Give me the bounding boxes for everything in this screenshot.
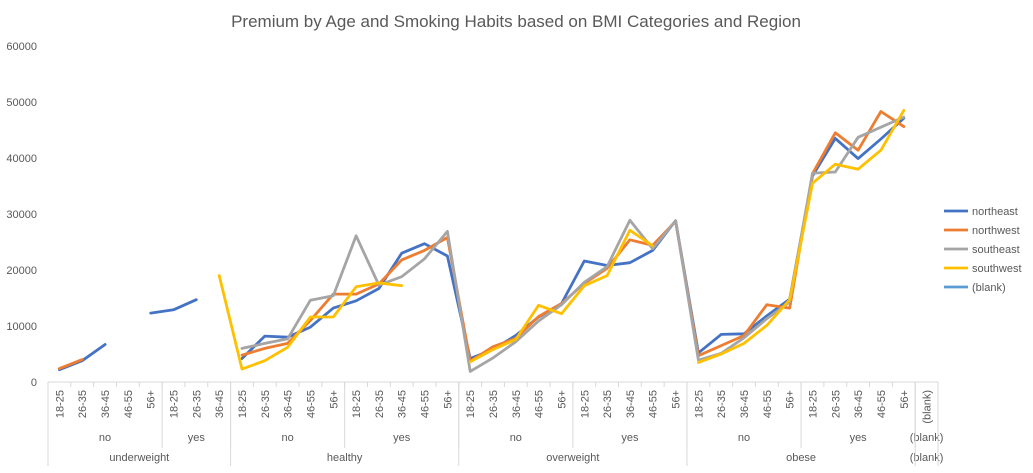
x-tick-label: 36-45 — [214, 390, 226, 418]
x-tick-label: 26-35 — [77, 390, 89, 418]
x-tick-label: 36-45 — [625, 390, 637, 418]
x-tick-label: 36-45 — [397, 390, 409, 418]
x-tick-label: 36-45 — [100, 390, 112, 418]
x-tick-label: 56+ — [328, 390, 340, 409]
legend-entry: northwest — [972, 225, 1020, 237]
smoker-group-label: yes — [188, 432, 206, 444]
x-tick-label: 26-35 — [830, 390, 842, 418]
x-tick-label: 36-45 — [511, 390, 523, 418]
series-line — [468, 228, 655, 364]
x-tick-label: 18-25 — [465, 390, 477, 418]
x-tick-label: 26-35 — [602, 390, 614, 418]
x-tick-label: 26-35 — [716, 390, 728, 418]
x-tick-label: 26-35 — [260, 390, 272, 418]
x-tick-label: 46-55 — [648, 390, 660, 418]
series-layer — [58, 109, 906, 373]
x-tick-label: 46-55 — [305, 390, 317, 418]
x-tick-label: 18-25 — [807, 390, 819, 418]
series-line — [217, 274, 404, 371]
y-tick-label: 30000 — [6, 209, 37, 221]
series-line — [58, 358, 84, 371]
x-tick-label: 46-55 — [762, 390, 774, 418]
chart-title: Premium by Age and Smoking Habits based … — [231, 12, 801, 31]
smoker-group-label: yes — [621, 432, 639, 444]
smoker-group-label: no — [738, 432, 750, 444]
x-tick-label: 46-55 — [123, 390, 135, 418]
bmi-group-label: underweight — [109, 452, 169, 464]
x-tick-label: 46-55 — [420, 390, 432, 418]
x-tick-label: 56+ — [785, 390, 797, 409]
smoker-group-label: no — [510, 432, 522, 444]
legend-entry: southwest — [972, 263, 1022, 275]
series-line — [697, 109, 906, 364]
x-tick-label: 18-25 — [351, 390, 363, 418]
smoker-group-label: no — [99, 432, 111, 444]
x-tick-label: 18-25 — [579, 390, 591, 418]
x-tick-label: 36-45 — [739, 390, 751, 418]
x-tick-label: 18-25 — [169, 390, 181, 418]
x-tick-label: 56+ — [899, 390, 911, 409]
x-tick-label: 26-35 — [191, 390, 203, 418]
bmi-group-label: obese — [786, 452, 816, 464]
x-tick-label: 18-25 — [237, 390, 249, 418]
x-tick-label: 26-35 — [374, 390, 386, 418]
x-tick-label: 36-45 — [283, 390, 295, 418]
series-line — [149, 298, 198, 315]
legend: northeast northwest southeast southwest (bla… — [944, 206, 1022, 294]
y-axis: 0 10000 20000 30000 40000 50000 60000 — [6, 41, 37, 389]
x-tick-label: 18-25 — [693, 390, 705, 418]
legend-entry: northeast — [972, 206, 1018, 218]
y-tick-label: 60000 — [6, 41, 37, 53]
x-tick-label: (blank) — [922, 390, 934, 424]
y-tick-label: 40000 — [6, 153, 37, 165]
legend-entry: (blank) — [972, 282, 1006, 294]
legend-entry: southeast — [972, 244, 1020, 256]
smoker-group-label: yes — [393, 432, 411, 444]
y-tick-label: 20000 — [6, 265, 37, 277]
y-tick-label: 0 — [31, 377, 37, 389]
x-tick-label: 56+ — [671, 390, 683, 409]
x-tick-label: 18-25 — [54, 390, 66, 418]
x-tick-label: 46-55 — [534, 390, 546, 418]
x-tick-label: 56+ — [442, 390, 454, 409]
y-tick-label: 10000 — [6, 321, 37, 333]
x-tick-label: 56+ — [146, 390, 158, 409]
bmi-group-label: overweight — [546, 452, 599, 464]
bmi-group-label: (blank) — [910, 452, 944, 464]
x-axis: 18-25 26-35 36-45 46-55 56+ 18-25 26-35 36-45 18… — [47, 381, 944, 466]
smoker-group-label: (blank) — [910, 432, 944, 444]
x-tick-label: 36-45 — [853, 390, 865, 418]
smoker-group-label: no — [281, 432, 293, 444]
x-tick-label: 56+ — [556, 390, 568, 409]
x-tick-label: 46-55 — [876, 390, 888, 418]
x-tick-label: 26-35 — [488, 390, 500, 418]
bmi-group-label: healthy — [327, 452, 363, 464]
series-southwest — [217, 109, 906, 371]
smoker-group-label: yes — [850, 432, 868, 444]
y-tick-label: 50000 — [6, 97, 37, 109]
